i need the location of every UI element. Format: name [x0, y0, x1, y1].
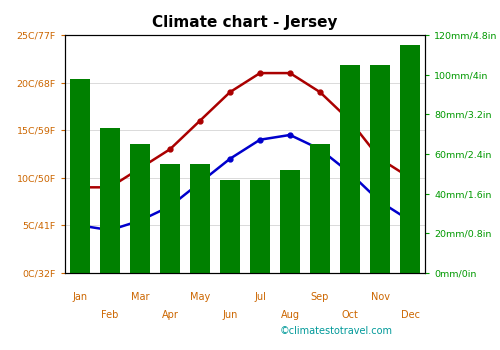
Bar: [280, 170, 300, 273]
Bar: [70, 79, 90, 273]
Bar: [100, 128, 120, 273]
Text: Feb: Feb: [102, 310, 118, 320]
Bar: [340, 65, 360, 273]
Bar: [220, 180, 240, 273]
Bar: [130, 144, 150, 273]
Text: Jan: Jan: [72, 292, 88, 302]
Text: Sep: Sep: [311, 292, 329, 302]
Text: Aug: Aug: [280, 310, 299, 320]
Text: May: May: [190, 292, 210, 302]
Text: Jun: Jun: [222, 310, 238, 320]
Bar: [400, 45, 420, 273]
Bar: [370, 65, 390, 273]
Bar: [190, 164, 210, 273]
Text: ©climatestotravel.com: ©climatestotravel.com: [280, 326, 393, 336]
Text: Nov: Nov: [370, 292, 390, 302]
Text: Apr: Apr: [162, 310, 178, 320]
Text: Mar: Mar: [131, 292, 149, 302]
Bar: [250, 180, 270, 273]
Text: Jul: Jul: [254, 292, 266, 302]
Title: Climate chart - Jersey: Climate chart - Jersey: [152, 15, 338, 30]
Text: Dec: Dec: [400, 310, 419, 320]
Text: Oct: Oct: [342, 310, 358, 320]
Bar: [310, 144, 330, 273]
Bar: [160, 164, 180, 273]
